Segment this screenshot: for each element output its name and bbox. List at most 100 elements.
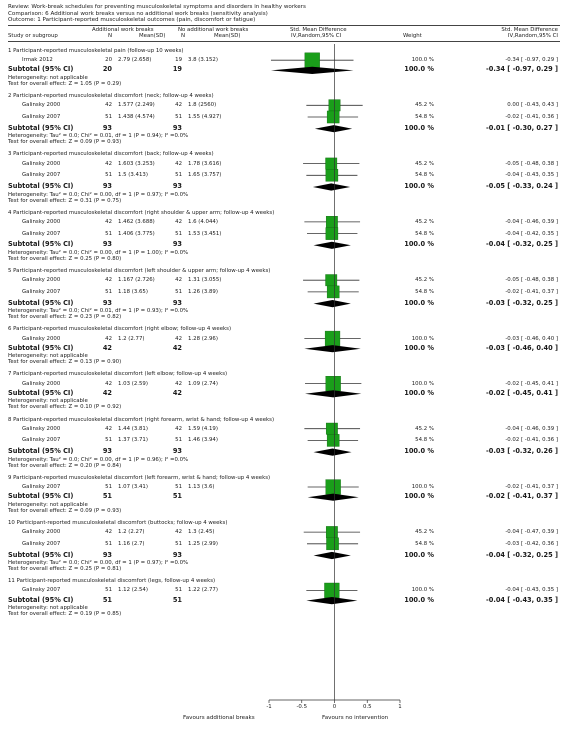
heterogeneity-text: Heterogeneity: not applicable — [8, 605, 88, 612]
subtotal-label: Subtotal (95% CI) — [8, 550, 74, 559]
subtotal-ctl-n: 51 — [172, 492, 182, 501]
study-weight: 45.2 % — [415, 425, 434, 432]
study-ctl-n: 42 — [175, 160, 182, 167]
study-ci: -0.02 [ -0.45, 0.41 ] — [505, 380, 558, 387]
subtotal-ci: -0.03 [ -0.32, 0.26 ] — [486, 447, 558, 456]
study-exp-mean-sd: 1.18 (3.65) — [118, 288, 148, 295]
subtotal-weight: 100.0 % — [404, 65, 434, 74]
heterogeneity-text: Heterogeneity: Tau² = 0.0; Chi² = 0.00, … — [8, 560, 189, 566]
study-weight: 100.0 % — [411, 380, 434, 387]
study-ctl-mean-sd: 1.65 (3.757) — [188, 172, 222, 179]
subtotal-label: Subtotal (95% CI) — [8, 595, 74, 604]
group-title: 10 Participant-reported musculoskeletal … — [8, 519, 228, 526]
study-effect-marker — [325, 422, 338, 435]
subtotal-ci: -0.34 [ -0.97, 0.29 ] — [486, 65, 558, 74]
col-smd-method-header: IV,Random,95% CI — [291, 33, 342, 39]
study-exp-n: 42 — [105, 102, 112, 109]
subtotal-weight: 100.0 % — [404, 182, 434, 190]
study-ci: -0.02 [ -0.41, 0.36 ] — [505, 437, 558, 444]
study-ctl-n: 51 — [175, 288, 182, 295]
study-exp-n: 51 — [105, 540, 112, 547]
subtotal-exp-n: 93 — [102, 182, 112, 190]
comparison-title: Comparison: 6 Additional work breaks ver… — [8, 10, 268, 17]
study-weight: 54.8 % — [415, 172, 434, 179]
heterogeneity-text: Heterogeneity: not applicable — [8, 353, 88, 360]
study-ctl-mean-sd: 1.25 (2.99) — [188, 540, 218, 547]
overall-effect-text: Test for overall effect: Z = 1.05 (P = 0… — [8, 80, 122, 87]
subtotal-label: Subtotal (95% CI) — [8, 388, 74, 397]
subtotal-exp-n: 93 — [102, 447, 112, 456]
col-weight-header: Weight — [403, 33, 422, 39]
subtotal-exp-n: 51 — [102, 492, 112, 501]
col-smd-header: Std. Mean Difference — [290, 27, 347, 33]
subtotal-weight: 100.0 % — [404, 550, 434, 559]
subtotal-weight: 100.0 % — [404, 388, 434, 397]
study-name: Galinsky 2007 — [22, 437, 61, 444]
group-title: 8 Participant-reported musculoskeletal d… — [8, 416, 275, 423]
study-exp-n: 42 — [105, 380, 112, 387]
study-exp-mean-sd: 1.37 (3.71) — [118, 437, 148, 444]
overall-effect-text: Test for overall effect: Z = 0.09 (P = 0… — [8, 507, 122, 514]
study-exp-mean-sd: 1.2 (2.77) — [118, 335, 145, 342]
group-title: 2 Participant-reported musculoskeletal d… — [8, 93, 214, 100]
subtotal-ctl-n: 93 — [172, 182, 182, 190]
study-weight: 45.2 % — [415, 277, 434, 284]
study-weight: 54.8 % — [415, 288, 434, 295]
overall-effect-text: Test for overall effect: Z = 0.19 (P = 0… — [8, 611, 122, 618]
study-name: Galinsky 2007 — [22, 587, 61, 594]
study-ci: -0.04 [ -0.43, 0.35 ] — [505, 172, 558, 179]
x-tick-label: 0 — [332, 704, 337, 710]
study-ci: -0.02 [ -0.41, 0.37 ] — [505, 288, 558, 295]
subtotal-diamond — [313, 300, 351, 308]
subtotal-label: Subtotal (95% CI) — [8, 182, 74, 190]
study-ctl-n: 51 — [175, 114, 182, 120]
overall-effect-text: Test for overall effect: Z = 0.13 (P = 0… — [8, 359, 122, 366]
study-name: Galinsky 2000 — [22, 425, 61, 432]
study-ctl-n: 42 — [175, 529, 182, 536]
subtotal-exp-n: 42 — [102, 388, 112, 397]
study-exp-n: 51 — [105, 114, 112, 120]
study-exp-n: 42 — [105, 425, 112, 432]
study-effect-marker — [304, 52, 320, 68]
header-bottom-rule — [8, 41, 560, 42]
subtotal-weight: 100.0 % — [404, 298, 434, 307]
study-effect-marker — [325, 157, 338, 170]
subtotal-ci: -0.02 [ -0.45, 0.41 ] — [486, 388, 558, 397]
group-title: 1 Participant-reported musculoskeletal p… — [8, 48, 184, 54]
study-effect-marker — [325, 376, 341, 392]
col-ctl-n-header: N — [181, 33, 186, 39]
study-name: Galinsky 2000 — [22, 277, 61, 284]
favours-left-label: Favours additional breaks — [183, 715, 255, 721]
study-ctl-n: 51 — [175, 484, 182, 490]
study-name: Galinsky 2000 — [22, 529, 61, 536]
subtotal-diamond — [312, 183, 351, 191]
study-ctl-n: 19 — [175, 57, 182, 64]
col-smd2-header: Std. Mean Difference — [501, 27, 558, 33]
subtotal-label: Subtotal (95% CI) — [8, 240, 74, 249]
subtotal-exp-n: 93 — [102, 298, 112, 307]
study-weight: 54.8 % — [415, 230, 434, 237]
col-ctl-mean-header: Mean(SD) — [214, 33, 241, 39]
study-ci: -0.03 [ -0.42, 0.36 ] — [505, 540, 558, 547]
study-effect-marker — [325, 479, 341, 495]
x-tick-label: 0.5 — [362, 704, 372, 710]
subtotal-exp-n: 20 — [102, 65, 112, 74]
heterogeneity-text: Heterogeneity: Tau² = 0.0; Chi² = 0.01, … — [8, 308, 189, 315]
study-ctl-n: 51 — [175, 587, 182, 594]
study-ctl-mean-sd: 1.28 (2.96) — [188, 335, 218, 342]
study-name: Galinsky 2007 — [22, 288, 61, 295]
study-exp-mean-sd: 1.16 (2.7) — [118, 540, 145, 547]
overall-effect-text: Test for overall effect: Z = 0.20 (P = 0… — [8, 462, 122, 469]
subtotal-diamond — [307, 493, 359, 501]
study-exp-mean-sd: 1.12 (2.54) — [118, 587, 148, 594]
subtotal-exp-n: 93 — [102, 240, 112, 249]
subtotal-label: Subtotal (95% CI) — [8, 447, 74, 456]
group-title: 3 Participant-reported musculoskeletal d… — [8, 151, 214, 158]
study-ctl-mean-sd: 1.59 (4.19) — [188, 425, 218, 432]
study-exp-mean-sd: 1.438 (4.574) — [118, 114, 155, 120]
heterogeneity-text: Heterogeneity: Tau² = 0.0; Chi² = 0.00, … — [8, 249, 189, 256]
study-effect-marker — [325, 227, 339, 240]
study-name: Galinsky 2007 — [22, 484, 61, 490]
study-ci: -0.04 [ -0.46, 0.39 ] — [505, 218, 558, 225]
